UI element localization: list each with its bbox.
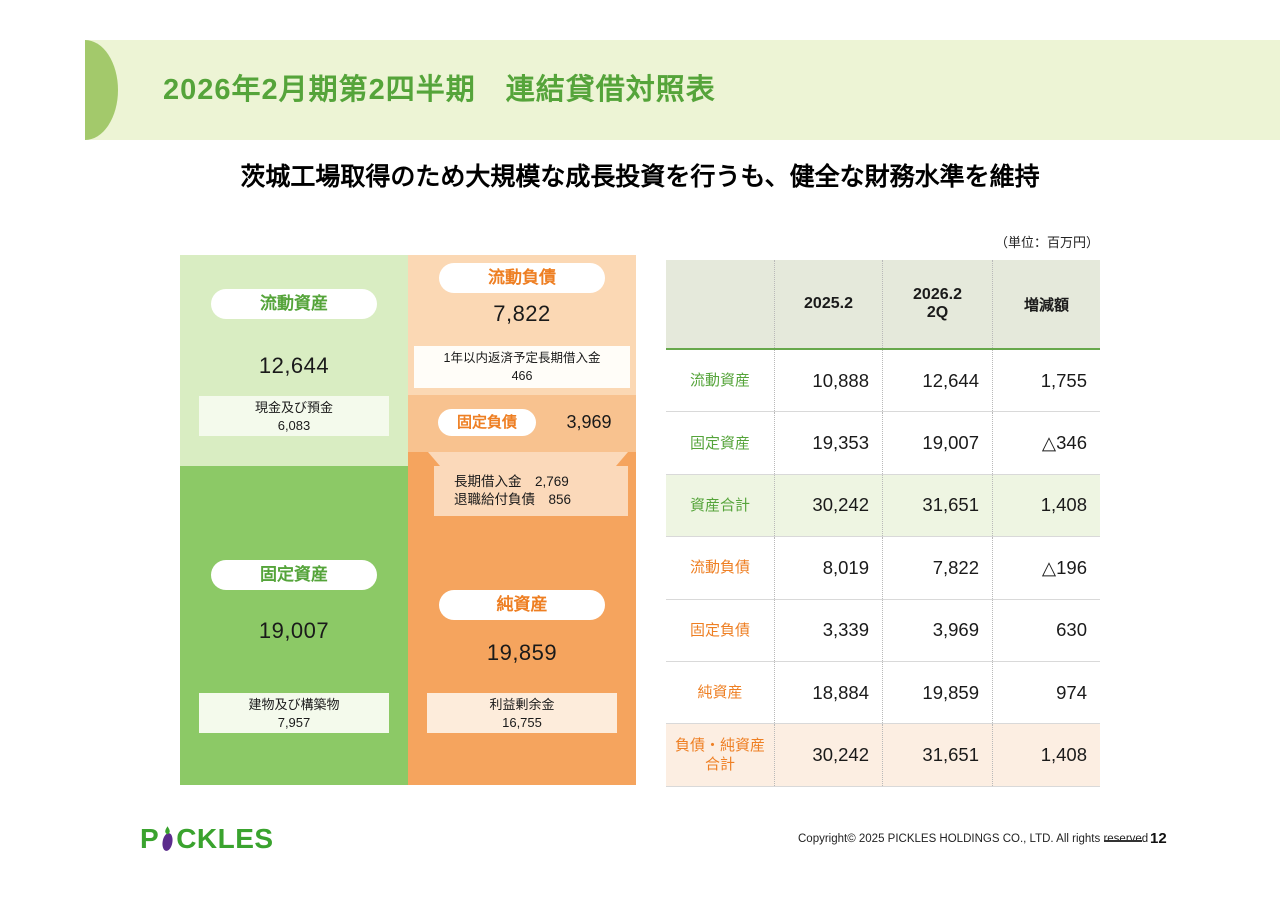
row-prev-value: 30,242 bbox=[774, 474, 882, 537]
row-label: 固定負債 bbox=[689, 621, 750, 639]
row-label: 流動負債 bbox=[689, 559, 750, 577]
row-diff-value: △346 bbox=[992, 412, 1100, 474]
row-curr-value: 3,969 bbox=[882, 599, 992, 661]
net-assets-label: 純資産 bbox=[439, 590, 605, 620]
row-prev-value: 3,339 bbox=[774, 599, 882, 661]
row-curr-value: 7,822 bbox=[882, 537, 992, 599]
row-label: 純資産 bbox=[697, 684, 743, 702]
copyright-text: Copyright© 2025 PICKLES HOLDINGS CO., LT… bbox=[798, 833, 1149, 845]
short-term-loans-value: 466 bbox=[511, 369, 533, 383]
table-row: 固定資産 19,353 19,007 △346 bbox=[666, 412, 1100, 475]
slide-subtitle: 茨城工場取得のため大規模な成長投資を行うも、健全な財務水準を維持 bbox=[240, 163, 1040, 191]
unit-label: （単位：百万円） bbox=[995, 235, 1100, 250]
fixed-liabilities-callout-pointer bbox=[428, 452, 628, 466]
row-prev-value: 8,019 bbox=[774, 537, 882, 599]
short-term-loans-box: 1年以内返済予定長期借入金 466 bbox=[414, 346, 630, 388]
fixed-assets-value: 19,007 bbox=[258, 618, 330, 643]
net-assets-value: 19,859 bbox=[486, 640, 558, 665]
row-diff-value: 630 bbox=[992, 599, 1100, 661]
retained-earnings-label: 利益剰余金 bbox=[489, 697, 555, 712]
cash-deposits-value: 6,083 bbox=[277, 418, 311, 433]
cash-deposits-box: 現金及び預金 6,083 bbox=[199, 396, 389, 436]
table-row-assets-total: 資産合計 30,242 31,651 1,408 bbox=[666, 474, 1100, 538]
table-row: 純資産 18,884 19,859 974 bbox=[666, 661, 1100, 725]
cash-deposits-label: 現金及び預金 bbox=[254, 400, 333, 415]
eggplant-icon bbox=[162, 826, 173, 851]
row-curr-value: 31,651 bbox=[882, 724, 992, 786]
table-header-empty bbox=[666, 260, 774, 348]
buildings-structures-box: 建物及び構築物 7,957 bbox=[199, 693, 389, 733]
footer-divider-line bbox=[1104, 840, 1142, 842]
current-liabilities-label: 流動負債 bbox=[439, 263, 605, 293]
fixed-assets-label: 固定資産 bbox=[211, 560, 377, 590]
retirement-benefit-line: 退職給付負債 856 bbox=[454, 492, 572, 507]
page-number: 12 bbox=[1150, 830, 1167, 847]
header-band bbox=[85, 40, 1280, 140]
fixed-liabilities-detail-box: 長期借入金 2,769 退職給付負債 856 bbox=[434, 466, 628, 516]
balance-sheet-table: 2025.2 2026.2 2Q 増減額 流動資産 10,888 12,644 … bbox=[666, 260, 1100, 787]
buildings-structures-label: 建物及び構築物 bbox=[248, 697, 340, 712]
table-row: 流動負債 8,019 7,822 △196 bbox=[666, 537, 1100, 600]
table-row: 流動資産 10,888 12,644 1,755 bbox=[666, 350, 1100, 413]
table-header-curr-period: 2026.2 2Q bbox=[882, 260, 992, 348]
row-curr-value: 12,644 bbox=[882, 350, 992, 412]
row-diff-value: 974 bbox=[992, 661, 1100, 724]
buildings-structures-value: 7,957 bbox=[277, 715, 311, 730]
table-header-diff: 増減額 bbox=[992, 260, 1100, 348]
row-curr-value: 19,007 bbox=[882, 412, 992, 474]
table-header-prev-period: 2025.2 bbox=[774, 260, 882, 348]
row-diff-value: 1,755 bbox=[992, 350, 1100, 412]
table-row-liabilities-total: 負債・純資産 合計 30,242 31,651 1,408 bbox=[666, 724, 1100, 787]
row-curr-value: 31,651 bbox=[882, 474, 992, 537]
row-diff-value: 1,408 bbox=[992, 474, 1100, 537]
row-label: 負債・純資産 合計 bbox=[674, 737, 765, 774]
row-curr-value: 19,859 bbox=[882, 661, 992, 724]
page-title: 2026年2月期第2四半期 連結貸借対照表 bbox=[163, 74, 716, 106]
row-prev-value: 30,242 bbox=[774, 724, 882, 786]
retained-earnings-value: 16,755 bbox=[502, 715, 542, 730]
current-assets-value: 12,644 bbox=[258, 353, 330, 378]
fixed-liabilities-label: 固定負債 bbox=[438, 409, 536, 436]
table-row: 固定負債 3,339 3,969 630 bbox=[666, 599, 1100, 662]
logo-text-first: P bbox=[140, 823, 160, 854]
row-prev-value: 19,353 bbox=[774, 412, 882, 474]
table-header-row: 2025.2 2026.2 2Q 増減額 bbox=[666, 260, 1100, 350]
row-label: 流動資産 bbox=[689, 372, 750, 390]
balance-sheet-diagram: 流動資産 12,644 現金及び預金 6,083 固定資産 19,007 建物及… bbox=[180, 255, 636, 785]
row-prev-value: 18,884 bbox=[774, 661, 882, 724]
row-label: 資産合計 bbox=[689, 496, 750, 514]
row-diff-value: △196 bbox=[992, 537, 1100, 599]
long-term-loans-line: 長期借入金 2,769 bbox=[454, 474, 569, 489]
row-prev-value: 10,888 bbox=[774, 350, 882, 412]
retained-earnings-box: 利益剰余金 16,755 bbox=[427, 693, 617, 733]
current-liabilities-value: 7,822 bbox=[493, 301, 551, 326]
logo-text-rest: CKLES bbox=[176, 823, 274, 854]
fixed-liabilities-value: 3,969 bbox=[566, 412, 612, 432]
row-diff-value: 1,408 bbox=[992, 724, 1100, 786]
pickles-logo: P CKLES bbox=[140, 822, 274, 856]
short-term-loans-label: 1年以内返済予定長期借入金 bbox=[443, 351, 601, 365]
current-assets-label: 流動資産 bbox=[211, 289, 377, 319]
row-label: 固定資産 bbox=[689, 434, 750, 452]
